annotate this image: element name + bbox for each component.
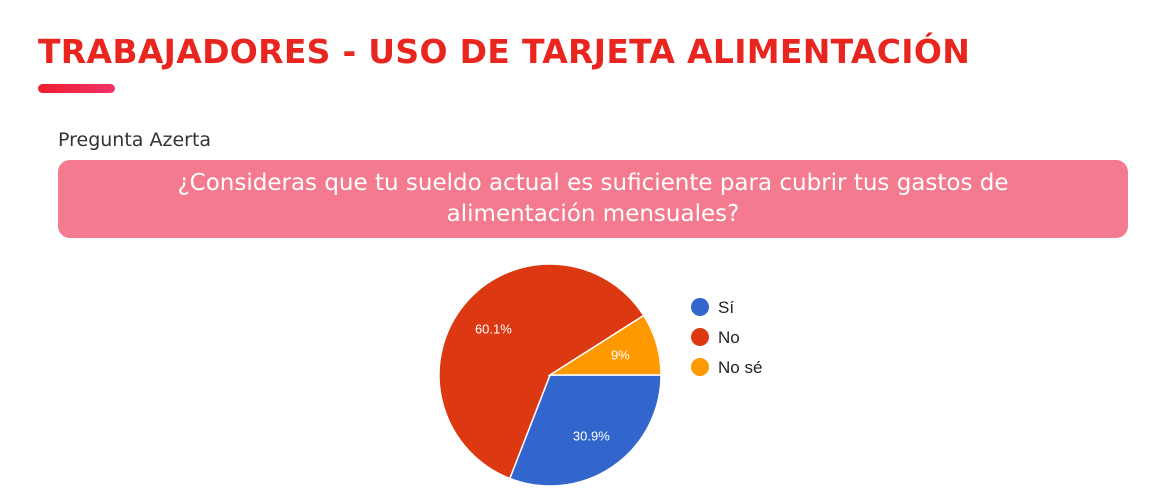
pie-slice-no (438, 263, 645, 480)
pie-slice-s- (508, 374, 662, 487)
pie-data-label: 9% (611, 348, 630, 363)
legend-marker (691, 298, 709, 316)
legend-label: No sé (718, 358, 762, 377)
legend-label: Sí (718, 298, 734, 317)
pie-slices (438, 263, 662, 487)
pie-slice-no-s- (547, 314, 662, 376)
question-box: ¿Consideras que tu sueldo actual es sufi… (58, 160, 1128, 238)
chart-legend: Sí No No sé (691, 298, 762, 377)
pie-data-label: 60.1% (475, 321, 512, 336)
title-underline-accent (38, 84, 115, 93)
pie-slice-labels: 30.9% 60.1% 9% (475, 321, 630, 443)
source-label: Pregunta Azerta (58, 129, 212, 151)
question-text: ¿Consideras que tu sueldo actual es sufi… (177, 170, 1009, 227)
pie-data-label: 30.9% (573, 428, 610, 443)
legend-marker (691, 358, 709, 376)
page-title: TRABAJADORES - USO DE TARJETA ALIMENTACI… (38, 32, 971, 71)
legend-marker (691, 328, 709, 346)
legend-label: No (718, 328, 740, 347)
